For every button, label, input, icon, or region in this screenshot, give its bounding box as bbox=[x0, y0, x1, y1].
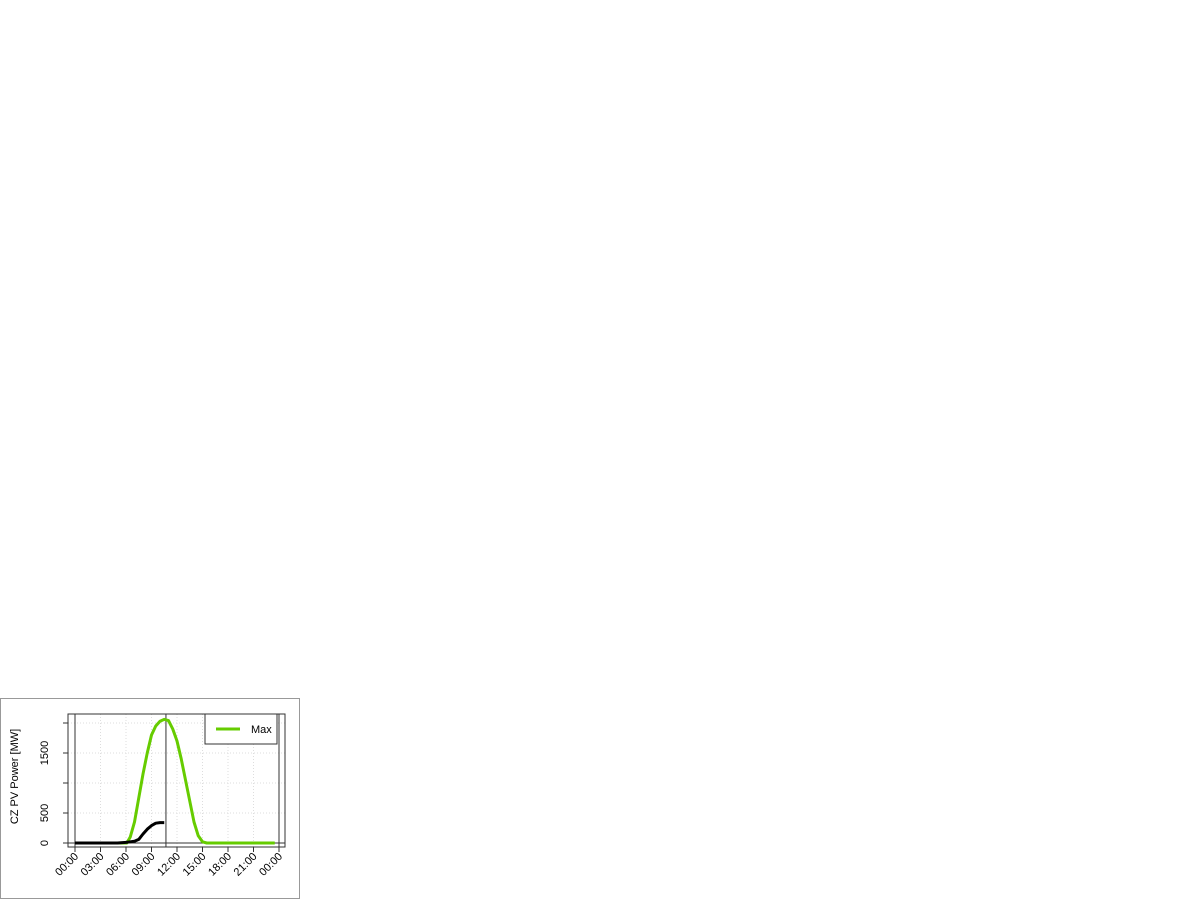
chart-frame bbox=[0, 698, 300, 899]
y-axis-label: CZ PV Power [MW] bbox=[9, 729, 21, 824]
x-tick-label: 03:00 bbox=[79, 851, 107, 879]
y-tick-label: 1500 bbox=[39, 741, 51, 765]
legend-label: Max bbox=[251, 724, 272, 736]
x-tick-label: 09:00 bbox=[130, 851, 158, 879]
x-tick-label: 21:00 bbox=[232, 851, 260, 879]
x-tick-label: 00:00 bbox=[53, 851, 81, 879]
x-tick-label: 15:00 bbox=[181, 851, 209, 879]
x-tick-label: 00:00 bbox=[257, 851, 285, 879]
series-line-measured bbox=[75, 821, 165, 845]
y-tick-label: 500 bbox=[39, 804, 51, 822]
x-tick-label: 12:00 bbox=[155, 851, 183, 879]
x-tick-label: 06:00 bbox=[104, 851, 132, 879]
series-line-max bbox=[75, 717, 275, 845]
x-tick-label: 18:00 bbox=[206, 851, 234, 879]
y-tick-label: 0 bbox=[39, 840, 51, 846]
